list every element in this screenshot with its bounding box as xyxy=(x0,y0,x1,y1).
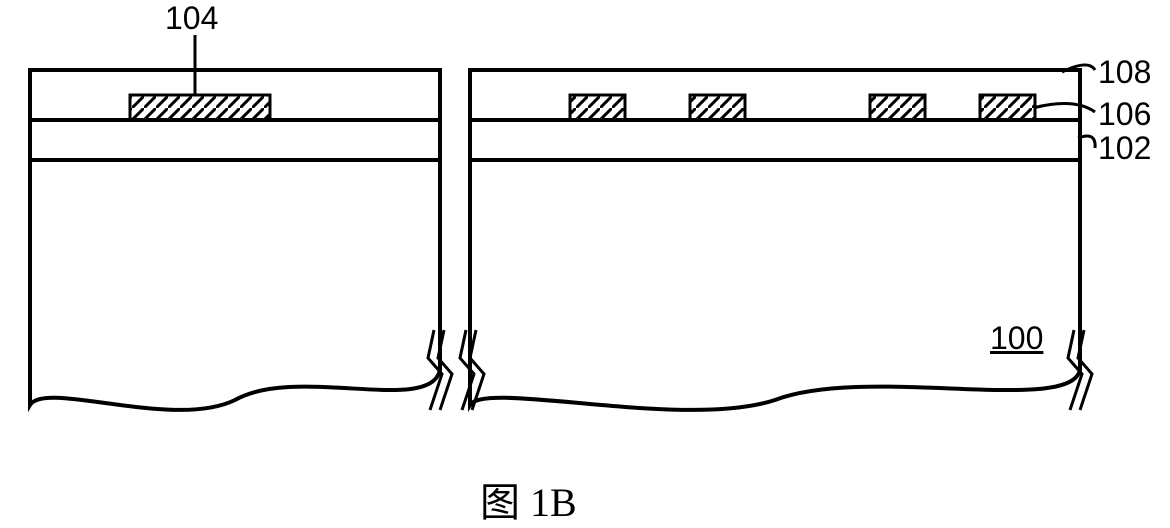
feature-bar xyxy=(570,95,625,120)
leader-106 xyxy=(1035,104,1095,112)
feature-bar xyxy=(870,95,925,120)
feature-bar xyxy=(980,95,1035,120)
diagram-svg xyxy=(0,0,1170,525)
label-102: 102 xyxy=(1098,130,1151,167)
label-106: 106 xyxy=(1098,96,1151,133)
label-108: 108 xyxy=(1098,54,1151,91)
figure-caption: 图 1B xyxy=(480,470,577,528)
label-100: 100 xyxy=(990,320,1043,357)
label-104: 104 xyxy=(165,0,218,37)
feature-bar xyxy=(130,95,270,120)
feature-bar xyxy=(690,95,745,120)
